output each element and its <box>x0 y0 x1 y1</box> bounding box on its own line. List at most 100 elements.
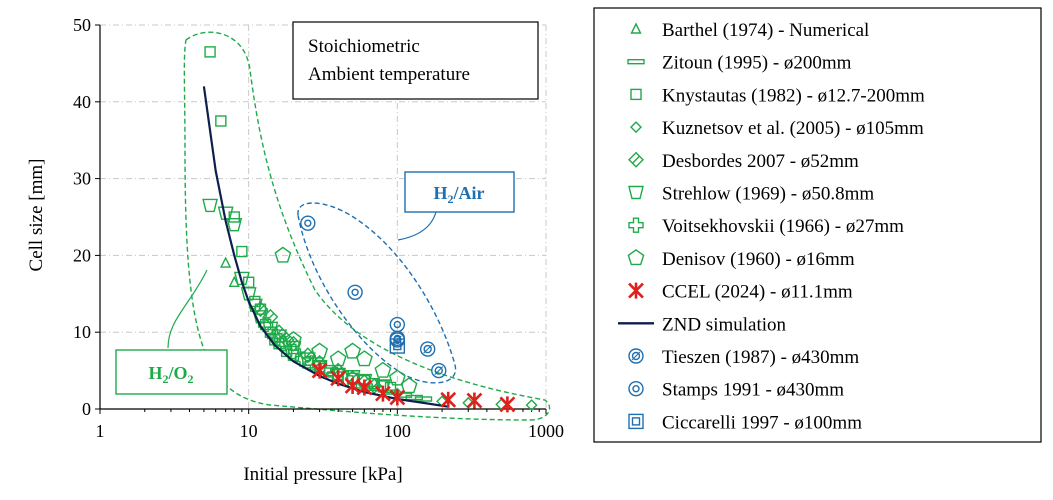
y-tick-label: 20 <box>73 245 91 265</box>
h2-o2-label: H2/O2 <box>115 269 228 395</box>
series-ccel <box>311 362 516 413</box>
legend-item: Ciccarelli 1997 - ø100mm <box>628 412 862 433</box>
data-point <box>305 355 321 371</box>
legend-item: Stamps 1991 - ø430mm <box>628 380 844 401</box>
data-point <box>355 350 373 367</box>
legend-item: Barthel (1974) - Numerical <box>630 20 869 41</box>
h2-air-region-outline <box>297 202 457 384</box>
data-point <box>233 271 250 286</box>
legend-label: Strehlow (1969) - ø50.8mm <box>662 184 874 205</box>
h2-air-label-mid: /Air <box>453 183 485 203</box>
x-tick-label: 1 <box>96 421 105 441</box>
data-point <box>389 338 406 354</box>
series-ciccarelli <box>389 338 406 354</box>
legend-swatch <box>627 59 645 65</box>
legend-label: Ciccarelli 1997 - ø100mm <box>662 412 862 433</box>
legend-item: Voitsekhovskii (1966) - ø27mm <box>628 216 904 237</box>
svg-text:H2/O2: H2/O2 <box>148 363 193 386</box>
series-denisov <box>274 246 418 394</box>
y-tick-label: 0 <box>82 399 91 419</box>
x-axis-label: Initial pressure [kPa] <box>243 464 402 485</box>
axes: 0 10 20 30 40 50 1 10 100 1000 Initial pressure [… <box>26 15 564 485</box>
legend-swatch <box>628 413 644 430</box>
legend-swatch <box>630 22 642 34</box>
legend-label: Zitoun (1995) - ø200mm <box>662 53 852 74</box>
h2-air-label-h: H <box>433 183 447 203</box>
series-tieszen <box>389 332 447 379</box>
data-point <box>466 392 483 409</box>
data-point <box>215 115 227 127</box>
legend-label: CCEL (2024) - ø11.1mm <box>662 282 853 303</box>
data-point <box>271 329 287 343</box>
legend-swatch <box>628 151 644 168</box>
h2-air-label-sub1: 2 <box>448 192 454 206</box>
legend-item: CCEL (2024) - ø11.1mm <box>628 282 853 303</box>
h2-o2-label-sub2: 2 <box>188 372 194 386</box>
legend-item: Tieszen (1987) - ø430mm <box>628 347 859 368</box>
data-point <box>431 362 447 379</box>
legend-item: ZND simulation <box>618 314 787 335</box>
data-point <box>347 284 363 300</box>
x-tick-label: 10 <box>240 421 258 441</box>
h2-o2-label-sub1: 2 <box>163 372 169 386</box>
data-point <box>419 341 436 357</box>
h2-air-label: H2/Air <box>397 171 515 241</box>
x-tick-label: 100 <box>384 421 411 441</box>
x-tick-label: 1000 <box>528 421 564 441</box>
legend-swatch <box>627 249 645 266</box>
data-point <box>375 385 391 402</box>
h2-o2-region-outline <box>183 31 551 421</box>
legend-label: Denisov (1960) - ø16mm <box>662 249 855 270</box>
data-point <box>236 245 248 258</box>
y-tick-label: 30 <box>73 169 91 189</box>
data-point <box>275 336 291 352</box>
legend-item: Desbordes 2007 - ø52mm <box>628 151 859 172</box>
h2-o2-label-h: H <box>148 363 162 383</box>
data-point <box>389 389 406 406</box>
legend-label: Stamps 1991 - ø430mm <box>662 380 844 401</box>
data-point <box>204 46 216 58</box>
data-point <box>388 369 406 386</box>
svg-text:H2/Air: H2/Air <box>433 183 484 206</box>
legend-item: Kuznetsov et al. (2005) - ø105mm <box>630 118 924 139</box>
data-point <box>400 377 418 394</box>
y-tick-label: 40 <box>73 92 91 112</box>
data-point <box>440 391 457 408</box>
series-desbordes <box>252 301 383 394</box>
data-point <box>294 351 311 367</box>
legend-label: Desbordes 2007 - ø52mm <box>662 151 859 172</box>
legend-label: ZND simulation <box>662 314 787 335</box>
data-point <box>330 370 347 387</box>
legend-label: Tieszen (1987) - ø430mm <box>662 347 859 368</box>
data-point <box>311 362 328 379</box>
legend-label: Knystautas (1982) - ø12.7-200mm <box>662 85 925 106</box>
h2-o2-label-mid: /O <box>168 363 188 383</box>
y-axis-label: Cell size [mm] <box>26 159 47 272</box>
data-point <box>311 342 329 359</box>
data-point <box>226 217 243 232</box>
legend-swatch <box>628 381 644 397</box>
legend-swatch <box>630 121 642 134</box>
data-point <box>299 352 316 366</box>
data-series <box>202 46 538 413</box>
annotation-box: Stoichiometric Ambient temperature <box>292 21 539 100</box>
legend-label: Barthel (1974) - Numerical <box>662 20 869 41</box>
legend-swatch <box>628 282 644 299</box>
data-point <box>220 256 232 268</box>
data-point <box>499 396 516 413</box>
data-point <box>356 379 373 396</box>
legend-swatch <box>628 217 644 233</box>
regions <box>183 31 551 421</box>
data-point <box>202 198 218 213</box>
data-point <box>414 396 433 402</box>
h2-air-leader <box>397 211 437 241</box>
legend-item: Knystautas (1982) - ø12.7-200mm <box>630 85 925 106</box>
legend-item: Denisov (1960) - ø16mm <box>627 249 855 270</box>
data-point <box>274 246 292 263</box>
annotation-line1: Stoichiometric <box>308 36 420 57</box>
legend: Barthel (1974) - Numerical Zitoun (1995) … <box>593 7 1042 443</box>
legend-swatch <box>630 88 642 101</box>
data-point <box>284 331 302 348</box>
series-stamps <box>300 215 406 347</box>
